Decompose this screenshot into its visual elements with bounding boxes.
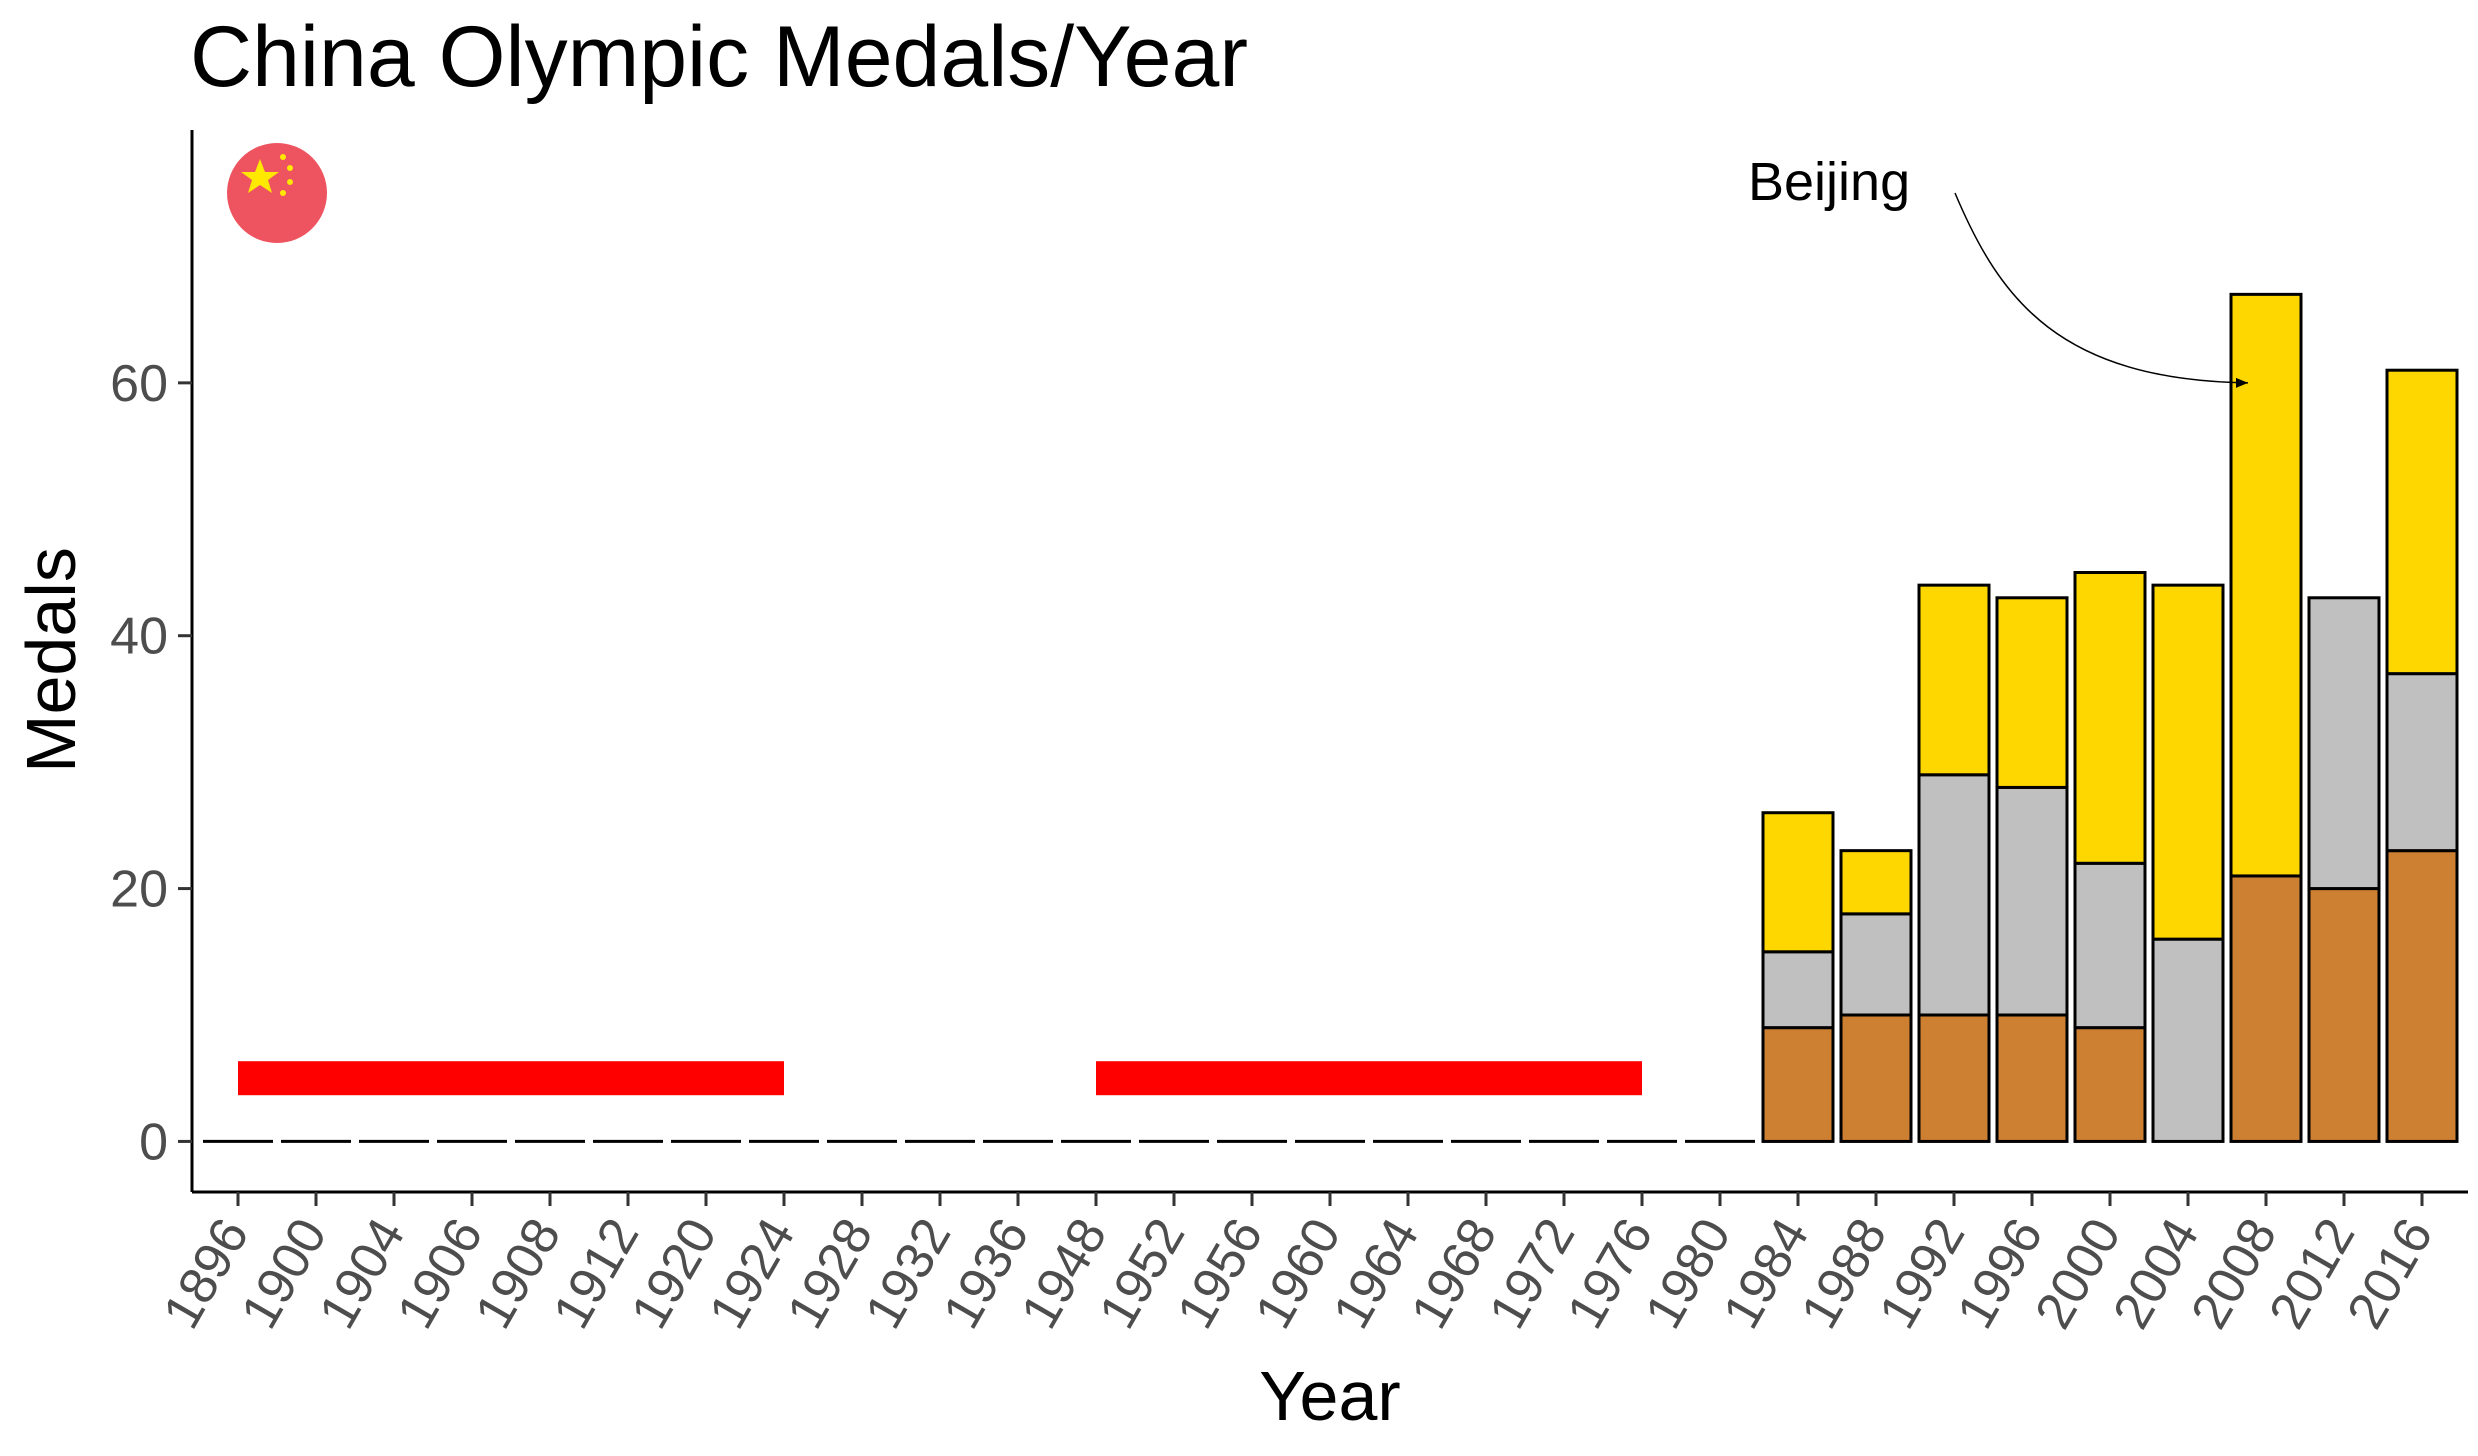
bar-silver-2012 [2307,596,2381,891]
x-tick-label-1976: 1976 [1556,1209,1664,1338]
x-tick-label-1960: 1960 [1244,1209,1352,1338]
x-tick-label-2016: 2016 [2336,1209,2444,1338]
x-tick-label-2004: 2004 [2102,1209,2210,1338]
y-tick-label-20: 20 [110,861,168,919]
bar-gold-1984 [1761,811,1835,954]
bar-silver-1992 [1917,773,1991,1017]
annotation-arrow [1954,192,2249,384]
bar-bronze-2016 [2385,849,2459,1143]
x-tick-label-1952: 1952 [1088,1209,1196,1338]
x-tick-label-1972: 1972 [1478,1209,1586,1338]
bar-bronze-1996 [1995,1013,2069,1143]
x-tick-label-1992: 1992 [1868,1209,1976,1338]
x-tick-label-1956: 1956 [1166,1209,1274,1338]
x-tick-label-1984: 1984 [1712,1209,1820,1338]
bar-gold-2008 [2229,292,2303,878]
bar-gold-2004 [2151,583,2225,941]
bar-gold-2000 [2073,571,2147,865]
x-tick-label-1900: 1900 [230,1209,338,1338]
bar-silver-1984 [1761,950,1835,1030]
x-tick-label-1896: 1896 [152,1209,260,1338]
bar-silver-2000 [2073,861,2147,1030]
x-tick-label-1968: 1968 [1400,1209,1508,1338]
x-tick-label-2000: 2000 [2024,1209,2132,1338]
highlight-range-1 [238,1061,784,1096]
x-tick-label-1996: 1996 [1946,1209,2054,1338]
annotation-arrowhead [2236,377,2248,388]
x-tick-label-1964: 1964 [1322,1209,1430,1338]
bar-gold-1992 [1917,583,1991,777]
bar-bronze-2000 [2073,1026,2147,1143]
bar-gold-1988 [1839,849,1913,916]
bar-gold-1996 [1995,596,2069,789]
x-tick-label-2012: 2012 [2258,1209,2366,1338]
bar-bronze-1988 [1839,1013,1913,1143]
bar-bronze-2008 [2229,874,2303,1143]
bar-silver-1996 [1995,785,2069,1017]
bar-silver-2016 [2385,672,2459,853]
x-tick-label-1936: 1936 [932,1209,1040,1338]
bar-silver-2004 [2151,937,2225,1143]
x-tick-label-1932: 1932 [854,1209,962,1338]
x-tick-label-1928: 1928 [776,1209,884,1338]
x-tick-label-1980: 1980 [1634,1209,1742,1338]
x-tick-label-1906: 1906 [386,1209,494,1338]
x-axis-ticks: 1896190019041906190819121920192419281932… [152,1192,2444,1338]
x-tick-label-1948: 1948 [1010,1209,1118,1338]
x-tick-label-2008: 2008 [2180,1209,2288,1338]
bar-bronze-1992 [1917,1013,1991,1143]
y-tick-label-0: 0 [139,1113,168,1171]
china-flag-circle-icon [227,143,327,243]
plot-area [190,130,2468,1194]
y-axis-ticks: 0 20 40 60 [110,355,192,1171]
x-tick-label-1908: 1908 [464,1209,572,1338]
y-axis-title: Medals [12,547,90,773]
annotation-label: Beijing [1748,152,1910,212]
bar-gold-2016 [2385,368,2459,676]
x-tick-label-1988: 1988 [1790,1209,1898,1338]
y-tick-label-60: 60 [110,355,168,413]
bar-bronze-2012 [2307,887,2381,1143]
x-axis-title: Year [1259,1357,1400,1435]
bar-bronze-1984 [1761,1026,1835,1143]
x-tick-label-1912: 1912 [542,1209,650,1338]
chart-title: China Olympic Medals/Year [190,9,1248,105]
x-tick-label-1920: 1920 [620,1209,728,1338]
y-tick-label-40: 40 [110,608,168,666]
x-tick-label-1924: 1924 [698,1209,806,1338]
highlight-range-2 [1096,1061,1642,1096]
bar-silver-1988 [1839,912,1913,1017]
x-tick-label-1904: 1904 [308,1209,416,1338]
